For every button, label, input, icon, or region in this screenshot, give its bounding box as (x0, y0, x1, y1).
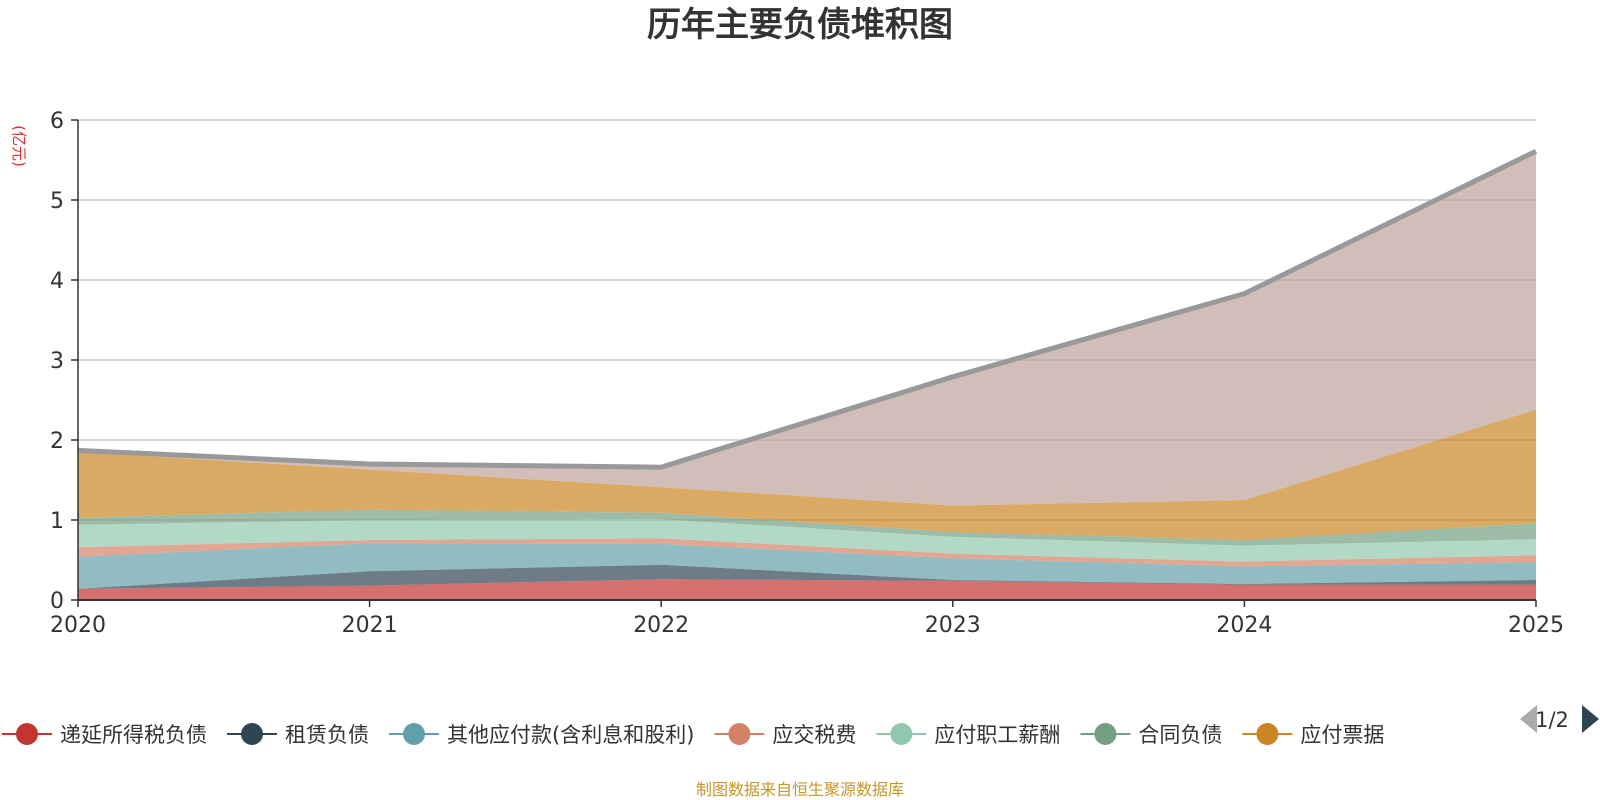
x-tick-label: 2020 (50, 613, 106, 638)
legend-item[interactable]: 其他应付款(含利息和股利) (389, 723, 694, 747)
x-tick-label: 2023 (925, 613, 981, 638)
legend-page-indicator: 1/2 (1535, 708, 1569, 732)
x-tick-label: 2024 (1216, 613, 1272, 638)
legend-marker-icon (890, 723, 913, 745)
x-tick-label: 2021 (342, 613, 398, 638)
y-tick-label: 6 (50, 109, 64, 134)
legend-prev-icon[interactable] (1520, 705, 1537, 733)
axes: 0 1 2 3 4 5 6 2020 2021 2022 2023 2024 2025 (50, 109, 1564, 638)
legend-label: 应付职工薪酬 (934, 723, 1060, 747)
area-series-1 (78, 564, 1536, 589)
legend-label: 合同负债 (1138, 723, 1222, 747)
area-series-2 (78, 543, 1536, 589)
data-source-note: 制图数据来自恒生聚源数据库 (696, 780, 904, 799)
x-tick-label: 2025 (1508, 613, 1564, 638)
legend-marker-icon (241, 723, 263, 745)
chart-title: 历年主要负债堆积图 (647, 5, 953, 45)
area-series-6 (78, 409, 1536, 540)
total-outline-line (77, 148, 1538, 470)
legend-items: 递延所得税负债 租赁负债 其他应付款(含利息和股利) 应交税费 应付职工薪酬 合同负债 应付… (2, 723, 1384, 747)
legend-item[interactable]: 合同负债 (1080, 723, 1222, 747)
legend-marker-icon (728, 723, 751, 745)
legend-label: 租赁负债 (285, 723, 369, 747)
legend-item[interactable]: 应付职工薪酬 (876, 723, 1060, 747)
area-series-7 (78, 151, 1536, 506)
y-axis-unit: (亿元) (10, 125, 28, 167)
area-series-5 (78, 509, 1536, 546)
area-series (77, 148, 1538, 600)
legend-marker-icon (1256, 723, 1279, 745)
legend-marker-icon (403, 723, 425, 745)
x-tick-label: 2022 (633, 613, 689, 638)
legend[interactable]: 递延所得税负债 租赁负债 其他应付款(含利息和股利) 应交税费 应付职工薪酬 合同负债 应付… (2, 723, 1384, 747)
legend-marker-icon (16, 723, 38, 745)
legend-pager: 1/2 (1520, 705, 1599, 733)
y-tick-label: 4 (50, 269, 64, 294)
y-tick-label: 1 (50, 509, 64, 534)
area-series-4 (78, 519, 1536, 562)
legend-item[interactable]: 租赁负债 (227, 723, 369, 747)
legend-label: 应交税费 (772, 723, 856, 747)
legend-item[interactable]: 递延所得税负债 (2, 723, 207, 747)
legend-marker-icon (1094, 723, 1117, 745)
area-series-0 (78, 579, 1536, 600)
area-series-3 (78, 538, 1536, 567)
legend-label: 其他应付款(含利息和股利) (447, 723, 694, 747)
legend-next-icon[interactable] (1582, 705, 1599, 733)
y-tick-label: 3 (50, 349, 64, 374)
y-tick-label: 2 (50, 429, 64, 454)
legend-item[interactable]: 应付票据 (1242, 723, 1384, 747)
y-tick-label: 0 (50, 589, 64, 614)
legend-label: 应付票据 (1300, 723, 1384, 747)
legend-label: 递延所得税负债 (60, 723, 207, 747)
y-tick-label: 5 (50, 189, 64, 214)
legend-item[interactable]: 应交税费 (714, 723, 856, 747)
